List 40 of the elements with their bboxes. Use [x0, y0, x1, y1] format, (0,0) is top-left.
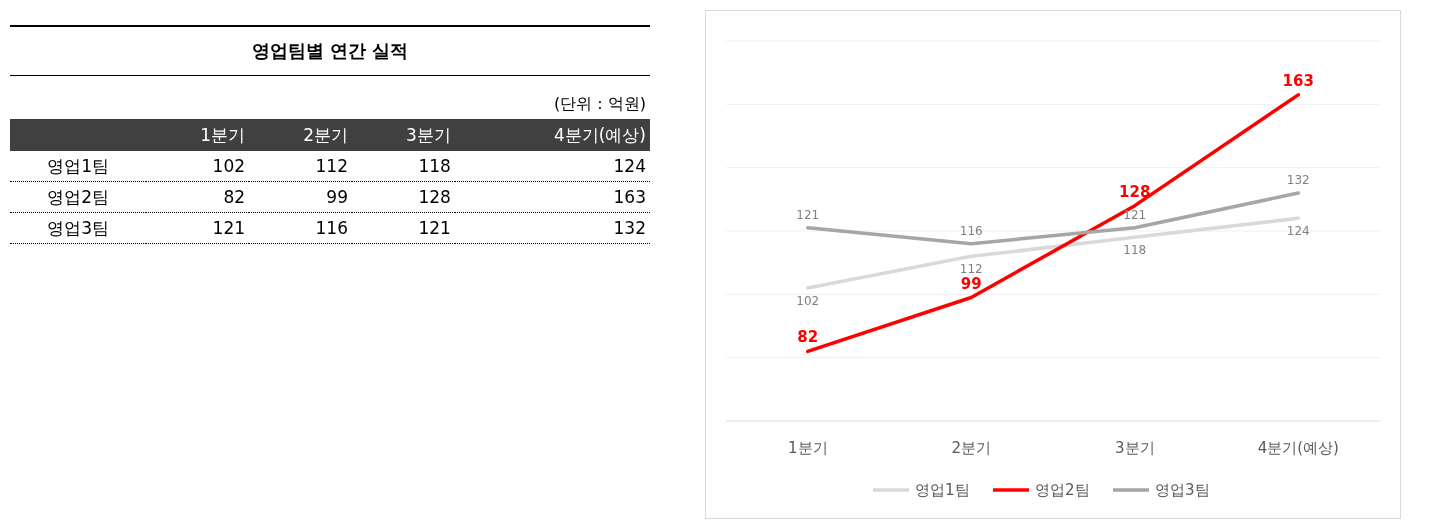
text: 영업3팀	[10, 212, 147, 244]
data-label: 121	[1123, 207, 1147, 222]
data-label: 118	[1123, 243, 1147, 258]
data-label: 121	[351, 212, 455, 244]
data-label: 82	[146, 181, 250, 213]
data-label: 102	[146, 151, 250, 182]
category-label: 4분기(예상)	[454, 119, 650, 151]
data-label: 112	[959, 262, 983, 277]
data-label: 82	[797, 328, 819, 347]
x-tick-label: 4분기(예상)	[1257, 439, 1339, 457]
text: (단위 : 억원)	[552, 93, 647, 115]
x-tick-label: 2분기	[951, 439, 992, 457]
x-tick-label: 1분기	[787, 439, 828, 457]
data-label: 112	[249, 151, 352, 182]
category-label: 1분기	[146, 119, 250, 151]
text: 영업팀별 연간 실적	[10, 25, 650, 76]
data-label: 102	[796, 294, 820, 308]
data-label: 163	[1282, 71, 1314, 90]
data-label: 132	[1286, 173, 1310, 187]
category-label: 2분기	[249, 119, 352, 151]
data-label: 128	[1119, 182, 1151, 201]
data-label: 99	[249, 181, 352, 213]
text: 영업1팀	[10, 151, 147, 182]
data-label: 124	[454, 151, 650, 182]
data-label: 121	[796, 207, 820, 222]
data-label: 116	[959, 223, 983, 238]
x-tick-label: 3분기	[1114, 439, 1155, 457]
text: 영업2팀	[10, 181, 147, 213]
legend-label: 영업1팀	[915, 481, 970, 499]
data-label: 128	[351, 181, 455, 213]
data-label: 118	[351, 151, 455, 182]
data-label: 99	[960, 274, 982, 293]
category-label: 3분기	[351, 119, 455, 151]
data-label: 163	[454, 181, 650, 213]
data-label: 124	[1286, 224, 1310, 239]
legend-label: 영업2팀	[1035, 481, 1090, 499]
data-label: 132	[454, 212, 650, 244]
data-label: 121	[146, 212, 250, 244]
legend-label: 영업3팀	[1155, 481, 1210, 499]
data-label: 116	[249, 212, 352, 244]
